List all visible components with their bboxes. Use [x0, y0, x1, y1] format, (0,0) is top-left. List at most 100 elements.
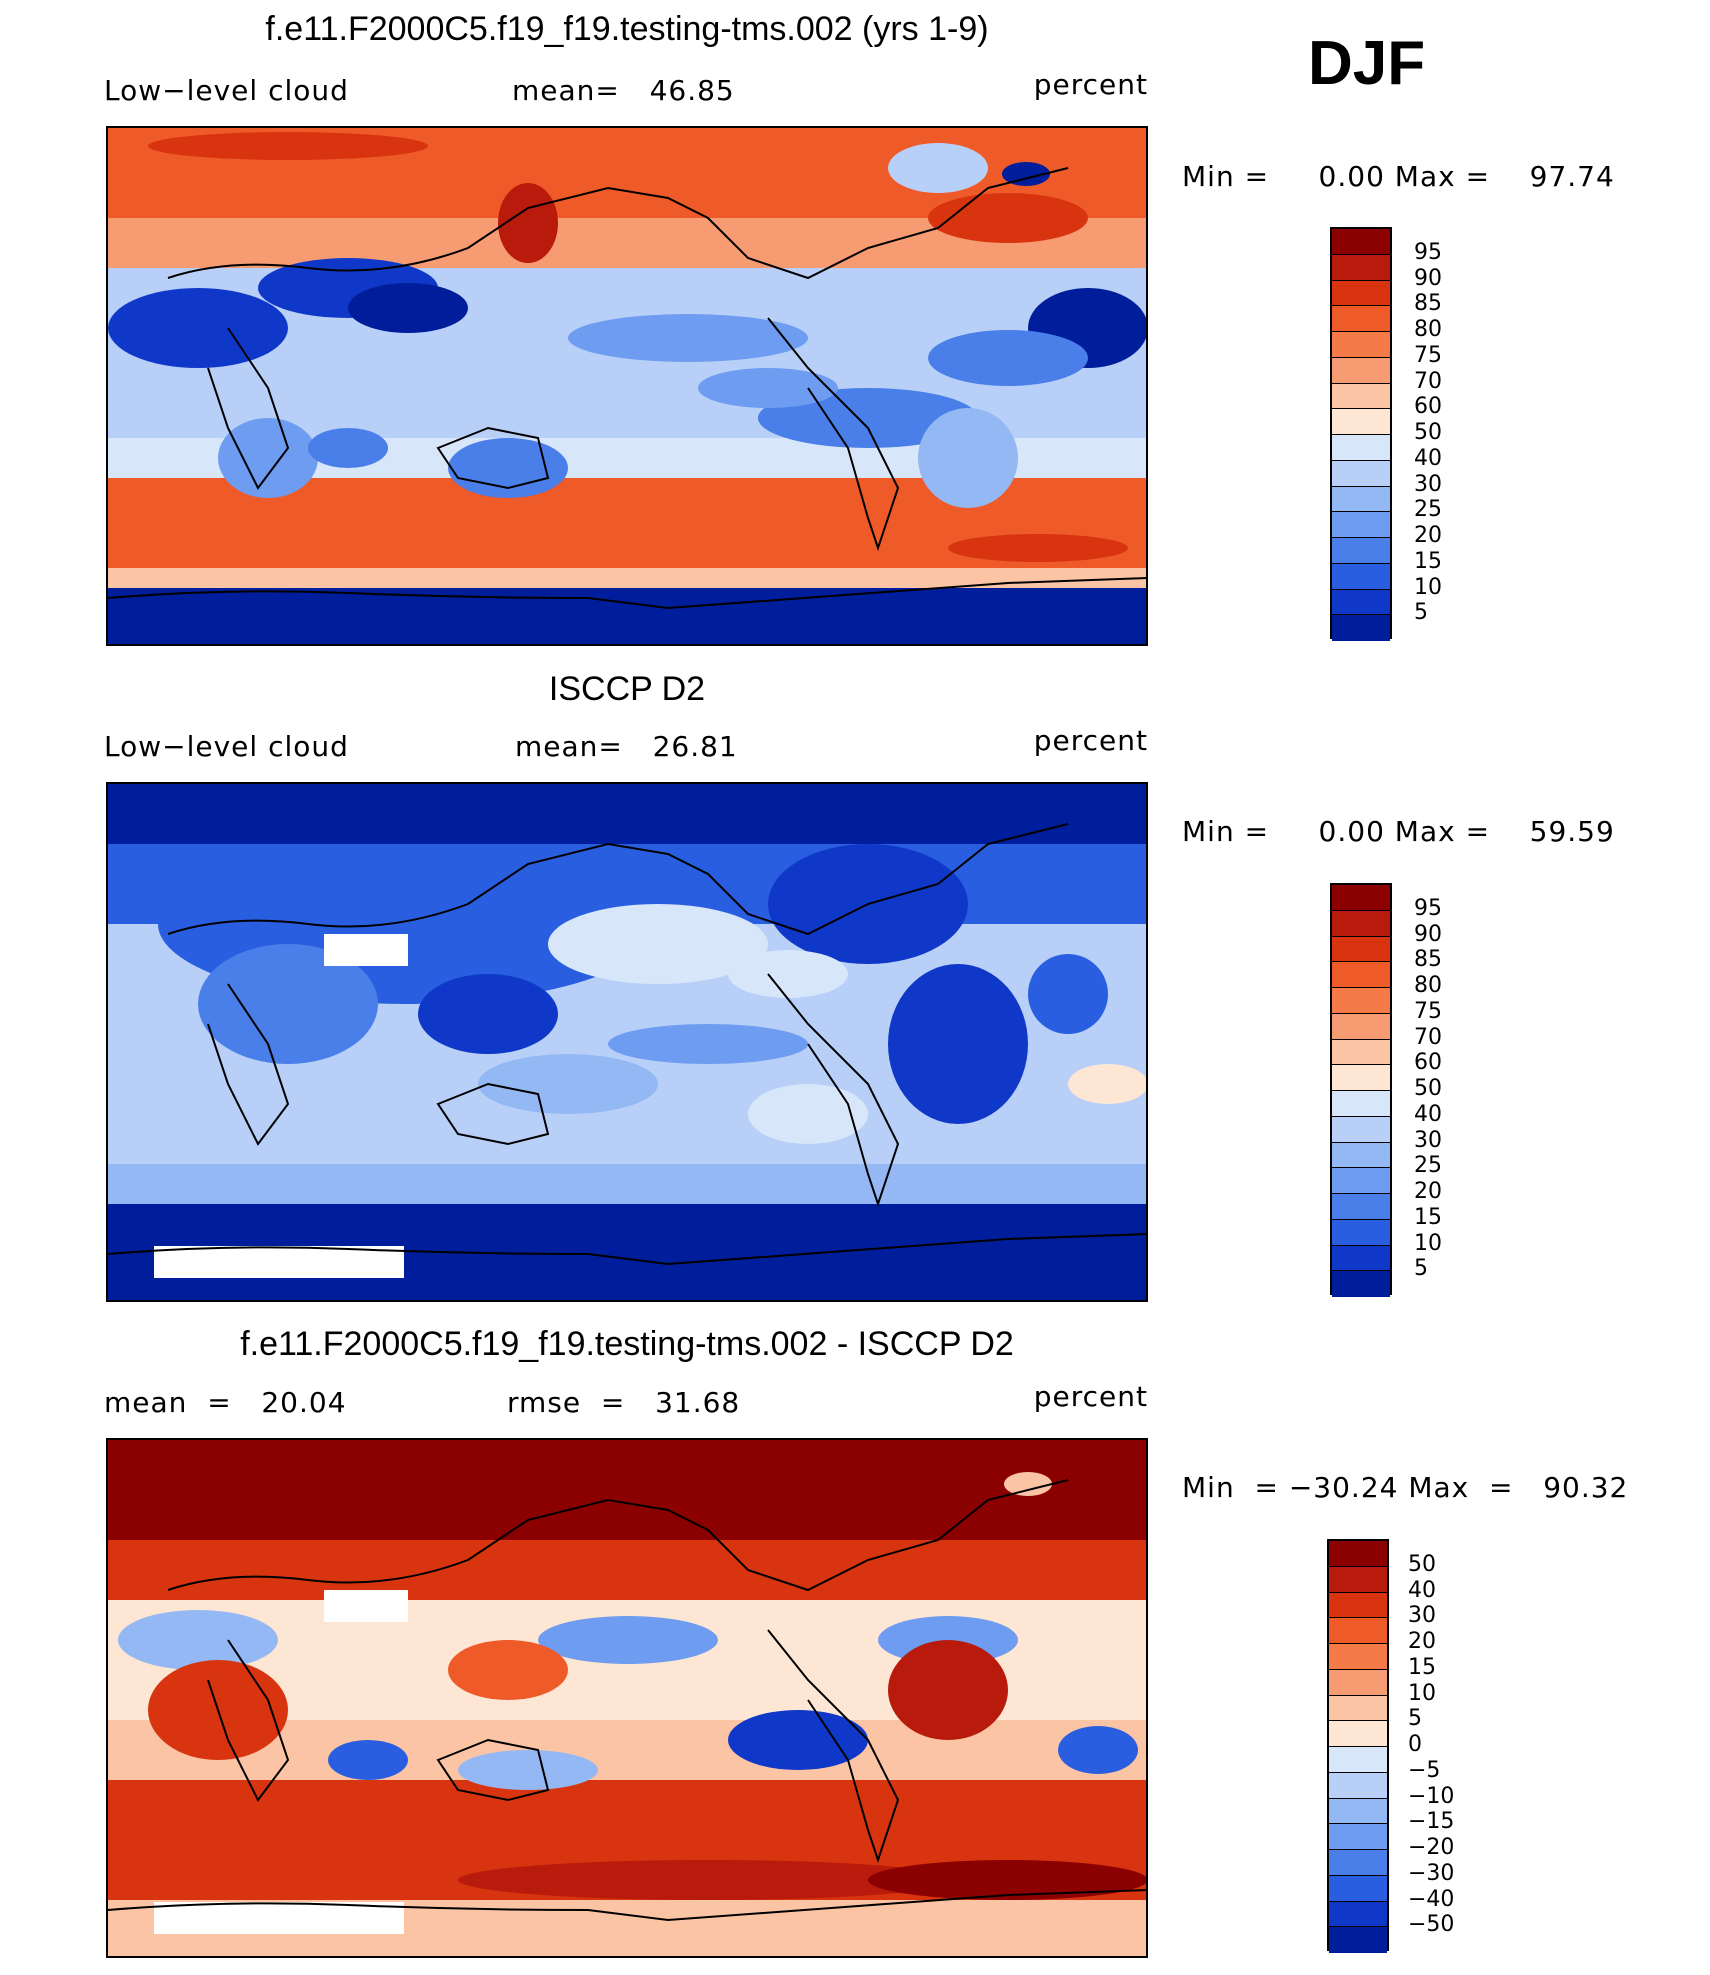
colorbar-swatch: [1332, 1219, 1390, 1246]
colorbar-tick-label: 20: [1408, 1629, 1436, 1654]
colorbar-swatch: [1332, 229, 1390, 255]
colorbar-swatch: [1329, 1618, 1387, 1644]
panel2-mean: mean= 26.81: [515, 730, 738, 763]
colorbar-swatch: [1332, 1168, 1390, 1194]
colorbar-tick-label: 70: [1414, 368, 1442, 394]
colorbar-swatch: [1332, 254, 1390, 281]
colorbar-tick-label: 25: [1414, 1153, 1442, 1179]
colorbar-tick-label: 70: [1414, 1024, 1442, 1050]
colorbar-tick-label: −15: [1408, 1809, 1455, 1835]
panel1-variable: Low−level cloud: [104, 74, 349, 107]
panel1-model-cloud-map: [106, 126, 1148, 646]
colorbar-swatch: [1332, 357, 1390, 384]
colorbar-swatch: [1329, 1721, 1387, 1747]
colorbar-tick-label: −50: [1408, 1912, 1455, 1938]
colorbar-tick-label: 10: [1414, 1230, 1442, 1256]
panel3-difference-map: [106, 1438, 1148, 1958]
colorbar-tick-label: 95: [1414, 895, 1442, 921]
colorbar-swatch: [1329, 1592, 1387, 1619]
colorbar-swatch: [1332, 936, 1390, 963]
colorbar-swatch: [1329, 1695, 1387, 1722]
colorbar-tick-label: −5: [1408, 1757, 1441, 1783]
colorbar-tick-label: 75: [1414, 998, 1442, 1024]
colorbar-swatch: [1329, 1669, 1387, 1696]
colorbar-swatch: [1332, 486, 1390, 513]
colorbar-tick-label: 95: [1414, 239, 1442, 265]
colorbar-tick-label: 80: [1414, 973, 1442, 998]
colorbar-swatch: [1332, 1271, 1390, 1297]
colorbar-tick-label: 25: [1414, 497, 1442, 523]
panel1-mean: mean= 46.85: [512, 74, 735, 107]
colorbar-tick-label: 5: [1414, 1256, 1428, 1282]
colorbar-tick-label: 75: [1414, 342, 1442, 368]
colorbar-tick-label: 40: [1414, 445, 1442, 471]
colorbar-swatch: [1329, 1541, 1387, 1567]
panel2-colorbar: [1330, 883, 1392, 1297]
colorbar-tick-label: 15: [1414, 548, 1442, 574]
colorbar-tick-label: −40: [1408, 1886, 1455, 1912]
colorbar-tick-label: 5: [1408, 1706, 1422, 1732]
colorbar-tick-label: 40: [1414, 1101, 1442, 1127]
panel1-colorbar: [1330, 227, 1392, 641]
colorbar-swatch: [1332, 1245, 1390, 1272]
colorbar-swatch: [1332, 563, 1390, 590]
colorbar-tick-label: 90: [1414, 265, 1442, 291]
colorbar-tick-label: 30: [1408, 1603, 1436, 1629]
panel3-mean: mean = 20.04: [104, 1386, 347, 1419]
colorbar-tick-label: 60: [1414, 1050, 1442, 1076]
colorbar-tick-label: 85: [1414, 947, 1442, 973]
colorbar-swatch: [1329, 1850, 1387, 1876]
colorbar-swatch: [1332, 885, 1390, 911]
season-label: DJF: [1308, 29, 1426, 98]
colorbar-swatch: [1329, 1644, 1387, 1670]
colorbar-tick-label: 15: [1408, 1654, 1436, 1680]
panel2-isccp-cloud-map: [106, 782, 1148, 1302]
panel2-units: percent: [1033, 724, 1148, 757]
colorbar-swatch: [1332, 962, 1390, 988]
colorbar-swatch: [1332, 409, 1390, 435]
colorbar-swatch: [1332, 1194, 1390, 1220]
panel2-minmax: Min = 0.00 Max = 59.59: [1182, 815, 1615, 848]
colorbar-swatch: [1332, 435, 1390, 461]
panel2-title: ISCCP D2: [548, 670, 706, 708]
colorbar-tick-label: 90: [1414, 921, 1442, 947]
colorbar-swatch: [1332, 910, 1390, 937]
colorbar-swatch: [1332, 383, 1390, 410]
colorbar-tick-label: 10: [1414, 574, 1442, 600]
colorbar-tick-label: 60: [1414, 394, 1442, 420]
colorbar-tick-label: 50: [1414, 420, 1442, 445]
colorbar-tick-label: 10: [1408, 1680, 1436, 1706]
panel1-units: percent: [1033, 68, 1148, 101]
colorbar-swatch: [1332, 306, 1390, 332]
panel1-title: f.e11.F2000C5.f19_f19.testing-tms.002 (y…: [265, 10, 989, 48]
colorbar-swatch: [1329, 1901, 1387, 1928]
colorbar-tick-label: 50: [1414, 1076, 1442, 1101]
colorbar-tick-label: 85: [1414, 291, 1442, 317]
colorbar-tick-label: −20: [1408, 1835, 1455, 1860]
panel3-units: percent: [1033, 1380, 1148, 1413]
colorbar-swatch: [1332, 1116, 1390, 1143]
colorbar-swatch: [1329, 1566, 1387, 1593]
colorbar-tick-label: 50: [1408, 1551, 1436, 1577]
colorbar-swatch: [1332, 1013, 1390, 1040]
colorbar-tick-label: 40: [1408, 1577, 1436, 1603]
colorbar-swatch: [1332, 1065, 1390, 1091]
colorbar-swatch: [1332, 460, 1390, 487]
panel1-minmax: Min = 0.00 Max = 97.74: [1182, 160, 1615, 193]
panel3-title: f.e11.F2000C5.f19_f19.testing-tms.002 - …: [240, 1325, 1014, 1363]
colorbar-tick-label: 5: [1414, 600, 1428, 626]
colorbar-swatch: [1329, 1747, 1387, 1773]
colorbar-tick-label: 20: [1414, 523, 1442, 548]
colorbar-swatch: [1332, 1039, 1390, 1066]
colorbar-tick-label: 20: [1414, 1179, 1442, 1204]
colorbar-swatch: [1329, 1772, 1387, 1799]
colorbar-tick-label: 15: [1414, 1204, 1442, 1230]
colorbar-swatch: [1329, 1927, 1387, 1953]
colorbar-swatch: [1332, 280, 1390, 307]
panel3-rmse: rmse = 31.68: [507, 1386, 741, 1419]
panel3-colorbar: [1327, 1539, 1389, 1953]
colorbar-swatch: [1332, 615, 1390, 641]
colorbar-swatch: [1332, 988, 1390, 1014]
colorbar-tick-label: 80: [1414, 317, 1442, 342]
colorbar-swatch: [1332, 589, 1390, 616]
